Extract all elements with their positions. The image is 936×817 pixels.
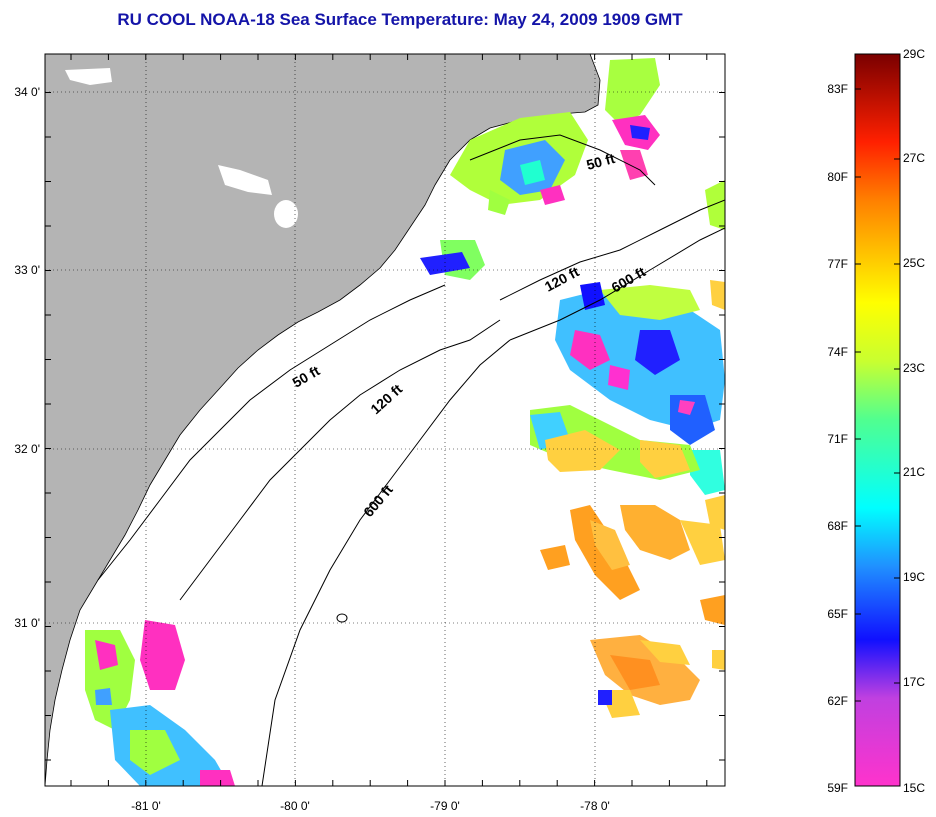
lat-label: 31 0' — [14, 616, 40, 630]
contour-600ft-upper — [509, 227, 725, 341]
colorbar-celsius-labels: 29C 27C 25C 23C 21C 19C 17C 15C — [903, 47, 925, 795]
inland-water — [274, 200, 298, 228]
axis-ticks — [45, 54, 725, 786]
colorbar-c-label: 29C — [903, 47, 925, 61]
contour-label-50ft: 50 ft — [585, 150, 617, 173]
colorbar-f-label: 74F — [827, 345, 848, 359]
colorbar-c-label: 21C — [903, 465, 925, 479]
lat-label: 34 0' — [14, 85, 40, 99]
land-mass — [45, 54, 601, 786]
contour-50ft — [469, 134, 656, 186]
lat-label: 32 0' — [14, 442, 40, 456]
lon-label: -79 0' — [430, 799, 460, 813]
colorbar-f-label: 83F — [827, 82, 848, 96]
lon-label: -78 0' — [580, 799, 610, 813]
lon-label: -81 0' — [131, 799, 161, 813]
colorbar-f-label: 68F — [827, 519, 848, 533]
contour-120ft-lower — [179, 319, 501, 601]
contour-600ft-lower — [261, 339, 511, 786]
colorbar-c-label: 17C — [903, 675, 925, 689]
sst-patches — [85, 58, 725, 786]
lon-label: -80 0' — [280, 799, 310, 813]
map-title: RU COOL NOAA-18 Sea Surface Temperature:… — [117, 10, 683, 29]
plot-frame — [44, 53, 726, 787]
colorbar-c-label: 23C — [903, 361, 925, 375]
map-layers — [45, 54, 725, 786]
contour-120ft-upper — [499, 199, 725, 301]
inland-water — [65, 68, 112, 85]
colorbar-c-label: 27C — [903, 151, 925, 165]
colorbar-f-label: 71F — [827, 432, 848, 446]
lat-label: 33 0' — [14, 263, 40, 277]
graticule — [45, 54, 725, 786]
colorbar — [854, 53, 901, 787]
contour-50ft-lower — [97, 284, 446, 581]
inland-water — [218, 165, 272, 195]
colorbar-f-label: 59F — [827, 781, 848, 795]
colorbar-f-label: 65F — [827, 607, 848, 621]
colorbar-f-label: 80F — [827, 170, 848, 184]
colorbar-c-label: 15C — [903, 781, 925, 795]
colorbar-ticks — [855, 53, 900, 787]
colorbar-fahrenheit-labels: 83F 80F 77F 74F 71F 68F 65F 62F 59F — [827, 82, 848, 795]
seamount-contour — [336, 613, 348, 623]
colorbar-f-label: 77F — [827, 257, 848, 271]
colorbar-f-label: 62F — [827, 694, 848, 708]
colorbar-c-label: 19C — [903, 570, 925, 584]
colorbar-c-label: 25C — [903, 256, 925, 270]
